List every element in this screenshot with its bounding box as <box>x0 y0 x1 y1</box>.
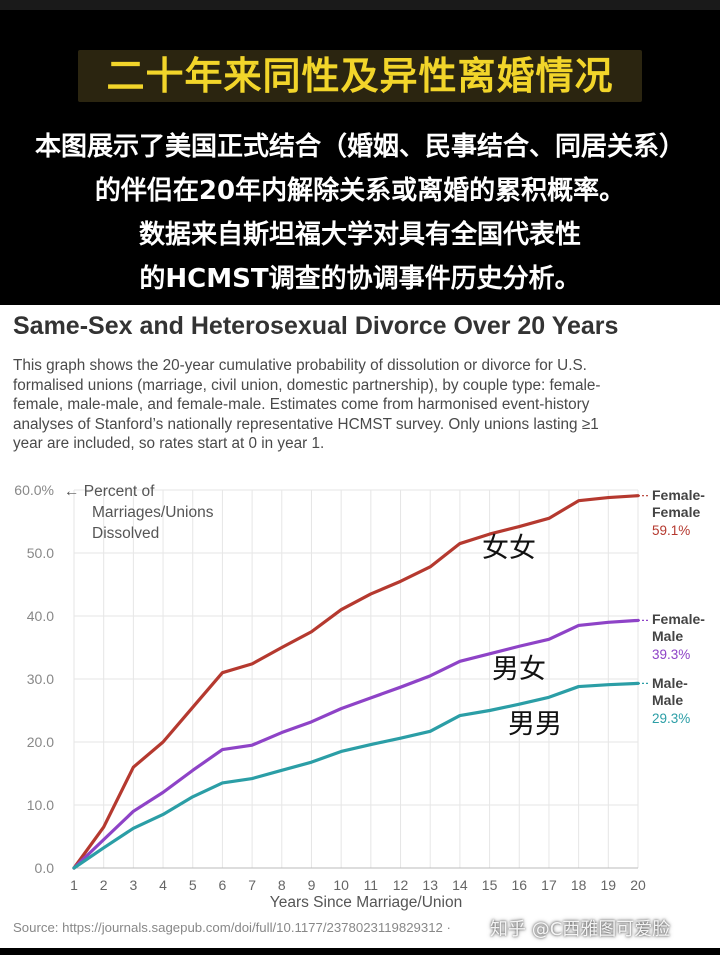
x-tick-label: 6 <box>219 877 227 893</box>
y-tick-label: 0.0 <box>35 860 55 876</box>
x-tick-label: 5 <box>189 877 197 893</box>
y-axis-label: Dissolved <box>92 525 159 542</box>
y-axis-label: ← Percent of <box>64 483 155 500</box>
x-tick-label: 2 <box>100 877 108 893</box>
series-name-label: Female- <box>652 487 705 503</box>
description-line: formalised unions (marriage, civil union… <box>13 376 601 394</box>
x-tick-label: 1 <box>70 877 78 893</box>
source-text: Source: https://journals.sagepub.com/doi… <box>13 920 451 935</box>
intro-line-3: 数据来自斯坦福大学对具有全国代表性 <box>138 220 581 250</box>
headline: 二十年来同性及异性离婚情况 <box>106 54 614 98</box>
intro-line-2: 的伴侣在20年内解除关系或离婚的累积概率。 <box>94 176 626 206</box>
x-tick-label: 9 <box>308 877 316 893</box>
series-line-fm <box>72 618 640 870</box>
description-line: year are included, so rates start at 0 i… <box>13 435 325 452</box>
series-name-label: Male <box>652 692 683 708</box>
x-tick-label: 17 <box>541 877 557 893</box>
series-end-value-label: 39.3% <box>652 647 690 662</box>
x-tick-label: 12 <box>393 877 409 893</box>
series-name-label: Female <box>652 504 700 520</box>
series-name-label: Male- <box>652 675 688 691</box>
y-axis-label: Marriages/Unions <box>92 504 214 521</box>
y-tick-label: 40.0 <box>27 608 54 624</box>
chart-description: This graph shows the 20-year cumulative … <box>13 356 713 454</box>
series-annotation: 男女 <box>492 654 546 685</box>
x-tick-label: 20 <box>630 877 646 893</box>
y-tick-label: 50.0 <box>27 545 54 561</box>
series-end-value-label: 59.1% <box>652 523 690 538</box>
bottom-bar <box>0 948 720 955</box>
description-line: This graph shows the 20-year cumulative … <box>13 357 587 374</box>
chart-title: Same-Sex and Heterosexual Divorce Over 2… <box>13 312 619 340</box>
intro-line-1: 本图展示了美国正式结合（婚姻、民事结合、同居关系） <box>34 132 685 162</box>
series-line-ff <box>72 494 640 870</box>
series-annotation: 男男 <box>508 709 562 740</box>
chart-card <box>0 305 720 955</box>
x-tick-label: 19 <box>601 877 617 893</box>
x-tick-label: 10 <box>333 877 349 893</box>
series-name-label: Male <box>652 628 683 644</box>
watermark: 知乎 @C西雅图可爱脸 <box>490 919 671 940</box>
headline-background <box>78 50 642 102</box>
x-axis-label: Years Since Marriage/Union <box>270 894 462 911</box>
series-name-label: Female- <box>652 611 705 627</box>
x-tick-label: 16 <box>511 877 527 893</box>
y-tick-label: 10.0 <box>27 797 54 813</box>
x-tick-label: 14 <box>452 877 468 893</box>
series-line-mm <box>72 681 640 870</box>
description-line: female, male-male, and female-male. Esti… <box>13 396 590 413</box>
series-annotation: 女女 <box>482 533 536 564</box>
x-tick-label: 7 <box>248 877 256 893</box>
x-tick-label: 4 <box>159 877 167 893</box>
x-tick-label: 8 <box>278 877 286 893</box>
x-tick-label: 18 <box>571 877 587 893</box>
x-tick-label: 15 <box>482 877 498 893</box>
y-tick-label: 60.0% <box>14 482 54 498</box>
intro-line-4: 的HCMST调查的协调事件历史分析。 <box>139 264 581 294</box>
top-bar <box>0 0 720 10</box>
x-tick-label: 3 <box>129 877 137 893</box>
y-tick-label: 30.0 <box>27 671 54 687</box>
y-tick-label: 20.0 <box>27 734 54 750</box>
x-tick-label: 13 <box>422 877 438 893</box>
description-line: analyses of Stanford’s nationally repres… <box>13 415 599 433</box>
x-tick-label: 11 <box>364 877 379 893</box>
series-end-value-label: 29.3% <box>652 711 690 726</box>
